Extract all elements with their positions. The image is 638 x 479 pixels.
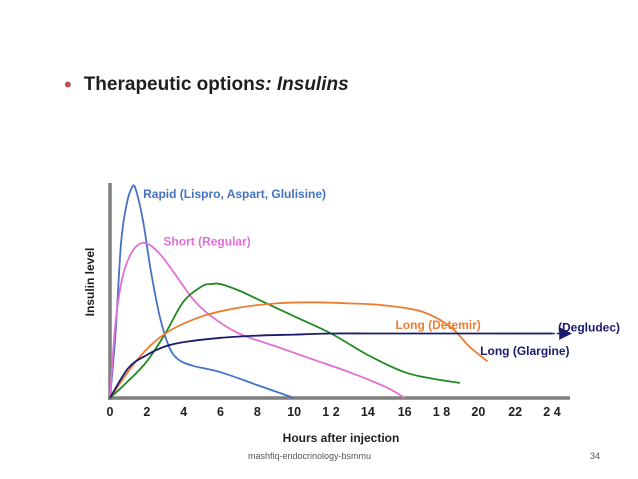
x-tick-label: 4 [180, 405, 187, 419]
slide-title-row: • Therapeutic options: Insulins [64, 74, 349, 96]
slide-title-italic: s: Insulins [254, 74, 349, 95]
page-number: 34 [590, 451, 601, 461]
annotation-long-detemir: Long (Detemir) [395, 318, 480, 332]
x-tick-label: 2 4 [543, 405, 560, 419]
x-tick-label: 22 [508, 405, 522, 419]
y-axis-label: Insulin level [83, 248, 97, 317]
slide-title: Therapeutic options: Insulins [84, 74, 349, 96]
series-line-rapid-lispro-aspart-glulisine [109, 184, 295, 399]
annotation-long-glargine: Long (Glargine) [480, 344, 569, 358]
series-line-short-regular [109, 241, 406, 399]
x-tick-label: 6 [217, 405, 224, 419]
x-tick-label: 8 [254, 405, 261, 419]
x-tick-label: 20 [471, 405, 485, 419]
bullet-icon: • [64, 72, 72, 97]
x-tick-label: 1 8 [433, 405, 450, 419]
annotation-short-regular: Short (Regular) [163, 234, 250, 248]
series-line-long-glargine [109, 332, 552, 399]
x-axis-label: Hours after injection [283, 431, 400, 445]
x-tick-label: 16 [398, 405, 412, 419]
series-line-long-detemir [109, 301, 489, 399]
footer-source: mashfiq-endocrinology-bsmmu [248, 451, 372, 461]
x-tick-label: 14 [361, 405, 375, 419]
slide-title-plain: Therapeutic option [83, 74, 255, 95]
x-tick-label: 2 [143, 405, 150, 419]
x-tick-label: 10 [287, 405, 301, 419]
annotation-rapid-lispro-aspart-glulisine: Rapid (Lispro, Aspart, Glulisine) [143, 187, 326, 201]
x-tick-label: 1 2 [322, 405, 339, 419]
x-tick-label: 0 [107, 405, 114, 419]
series-line-intermediate-nph [109, 282, 461, 399]
annotation-degludec: (Degludec) [558, 320, 620, 334]
